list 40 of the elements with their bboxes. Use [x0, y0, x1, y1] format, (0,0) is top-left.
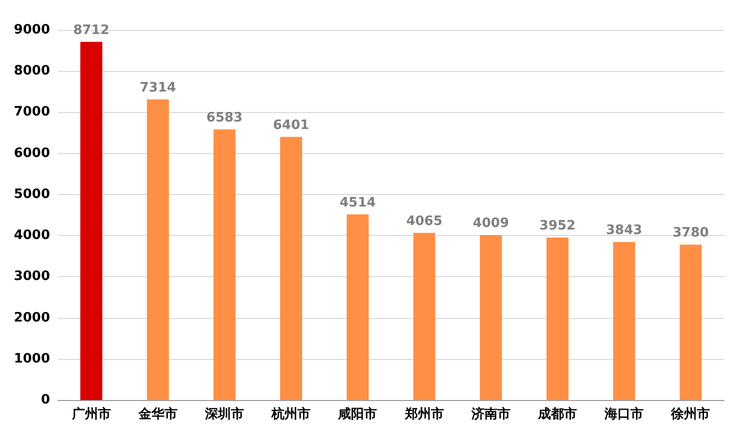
- y-tick-label: 8000: [14, 64, 50, 79]
- data-label: 3843: [606, 223, 642, 238]
- bar: [680, 244, 702, 400]
- bar: [613, 242, 636, 400]
- x-tick-label: 金华市: [137, 406, 178, 422]
- bar: [413, 232, 436, 400]
- bar: [480, 235, 502, 400]
- bar: [346, 214, 369, 400]
- x-tick-label: 深圳市: [204, 406, 244, 422]
- x-tick-label: 杭州市: [270, 406, 311, 422]
- x-tick-label: 济南市: [470, 406, 510, 422]
- y-tick-label: 6000: [14, 146, 50, 161]
- x-tick-label: 咸阳市: [337, 406, 378, 422]
- data-label: 4514: [340, 195, 376, 210]
- data-label: 3952: [539, 218, 576, 234]
- y-tick-label: 1000: [14, 351, 50, 366]
- y-tick-label: 5000: [14, 186, 50, 202]
- bar: [280, 136, 302, 400]
- data-label: 3780: [672, 226, 709, 241]
- y-tick-label: 2000: [14, 310, 50, 326]
- y-tick-label: 3000: [14, 269, 50, 284]
- data-label: 8712: [73, 22, 110, 38]
- x-tick-label: 广州市: [70, 406, 111, 422]
- x-tick-label: 郑州市: [404, 406, 444, 422]
- data-label: 7314: [140, 80, 176, 96]
- data-label: 6583: [206, 110, 243, 126]
- bar: [80, 42, 102, 400]
- x-tick-label: 海口市: [604, 406, 644, 422]
- bar: [146, 99, 169, 400]
- x-tick-label: 徐州市: [670, 406, 710, 422]
- x-tick-label: 成都市: [537, 406, 577, 422]
- y-tick-label: 7000: [14, 104, 50, 120]
- y-tick-label: 9000: [14, 22, 50, 38]
- bar: [546, 238, 568, 400]
- bar: [214, 129, 236, 400]
- data-label: 6401: [273, 118, 310, 133]
- data-label: 4065: [406, 214, 442, 229]
- data-label: 4009: [472, 216, 509, 232]
- y-tick-label: 0: [40, 392, 50, 408]
- y-tick-label: 4000: [14, 228, 50, 244]
